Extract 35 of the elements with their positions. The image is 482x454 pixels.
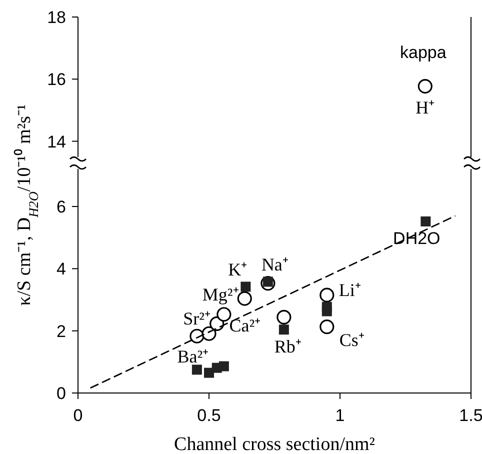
annotation: H⁺ [416,97,435,118]
point [240,282,251,292]
point [204,368,214,378]
point [320,319,334,334]
x-tick-label: 1 [335,406,345,426]
y-tick-label: 0 [56,384,66,404]
y-tick-label: 14 [47,132,66,152]
x-axis-title: Channel cross section/nm² [174,434,376,454]
y-tick-label: 18 [47,8,66,28]
y-tick-label: 2 [56,322,66,341]
annotation: Mg²⁺ [202,284,239,305]
x-tick-label: 0 [73,406,83,426]
annotation: Li⁺ [338,280,361,300]
annotation: Cs⁺ [339,330,364,350]
y-tick-label: 4 [56,260,66,279]
point [320,288,334,302]
point [237,291,252,306]
annotation: Na⁺ [261,254,288,275]
annotation: Ca²⁺ [229,315,261,336]
point [420,216,431,226]
series-label: kappa [400,42,447,62]
y-tick-label: 16 [47,70,66,90]
annotation: Ba²⁺ [177,346,209,367]
point [322,306,332,316]
point [192,364,202,375]
annotation: K⁺ [228,260,248,280]
x-tick-label: 1.5 [459,406,482,426]
point [216,307,232,322]
point [278,324,289,335]
x-tick-label: 0.5 [197,406,221,426]
y-tick-label: 6 [56,198,66,217]
point [276,310,292,324]
annotation: Sr²⁺ [183,308,211,329]
point [218,361,229,372]
annotation: Rb⁺ [274,336,302,357]
